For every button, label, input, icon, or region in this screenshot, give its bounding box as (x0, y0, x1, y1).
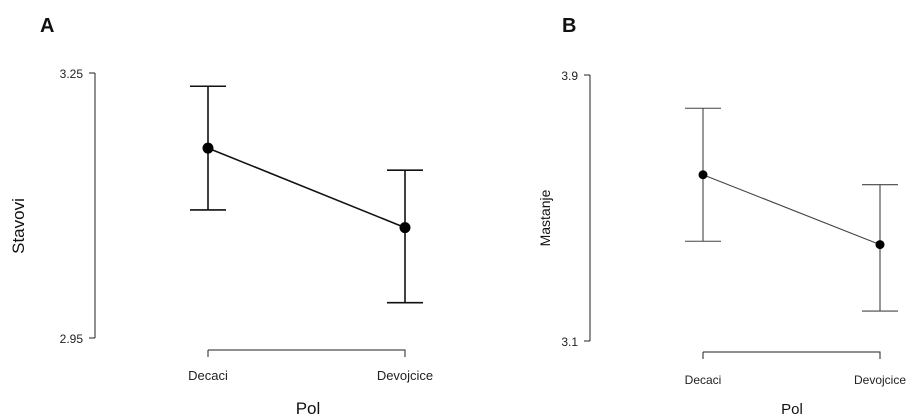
panel-b-point-decaci (698, 170, 708, 180)
panel-a-y-tick-label-bottom: 2.95 (60, 332, 84, 346)
panel-b-x-axis-title: Pol (781, 401, 803, 418)
panel-a-point-devojcice (399, 222, 411, 234)
panel-b-y-tick-label-top: 3.9 (561, 69, 578, 83)
panel-b-y-tick-label-bottom: 3.1 (561, 335, 578, 349)
panel-a-x-tick-label-decaci: Decaci (188, 368, 228, 383)
panel-b-letter: B (562, 15, 576, 37)
panel-a-x-axis-title: Pol (296, 399, 321, 418)
panel-a-letter: A (40, 15, 54, 37)
panel-b-point-devojcice (875, 240, 885, 250)
panel-b-x-tick-label-devojcice: Devojcice (854, 373, 906, 387)
panel-a-marks (190, 85, 423, 304)
panel-b-y-axis-title: Mastanje (537, 189, 553, 246)
panel-a-x-axis (207, 349, 406, 357)
panel-a-series-line (207, 147, 406, 229)
panel-a-x-tick-label-devojcice: Devojcice (377, 368, 433, 383)
panel-b-marks (685, 107, 898, 312)
panel-b-series-line (702, 174, 881, 246)
panel-a: A 3.25 2.95 Stavovi Decaci Devojcice Pol (9, 15, 433, 418)
panel-b: B 3.9 3.1 Mastanje Decaci Devojcice Pol (537, 15, 906, 418)
panel-a-point-decaci (202, 142, 214, 154)
panel-b-x-axis (702, 351, 881, 359)
panel-a-y-axis-title: Stavovi (9, 198, 28, 254)
panel-a-y-tick-label-top: 3.25 (60, 67, 84, 81)
panel-b-x-tick-label-decaci: Decaci (685, 373, 722, 387)
